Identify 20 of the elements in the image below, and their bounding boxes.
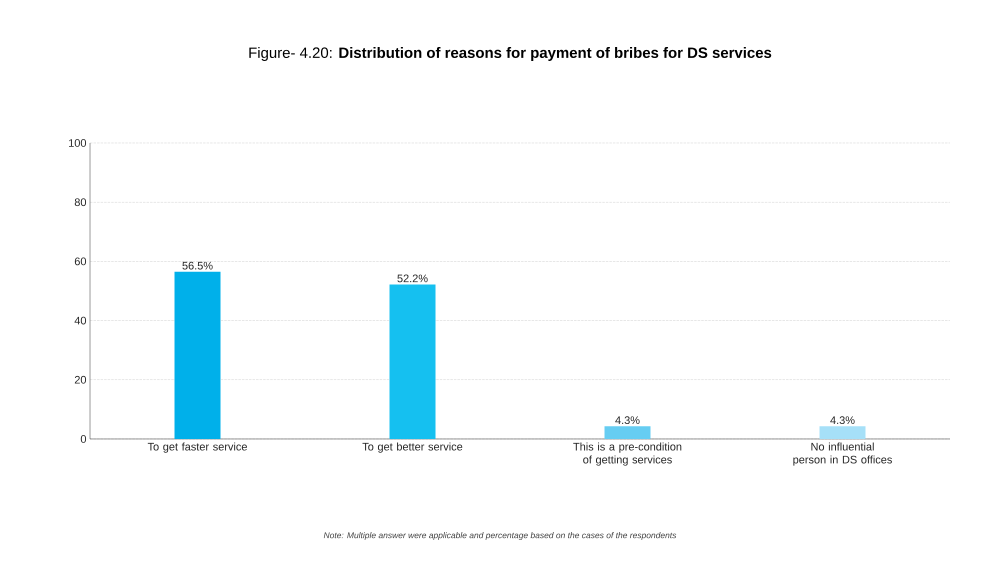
x-tick-label: To get faster service <box>148 442 247 453</box>
text: Note: Multiple answer were applicable and percentage based on the cases of the respondents <box>324 532 676 540</box>
x-tick-label: No influential person in DS offices <box>793 442 892 466</box>
y-tick-label: 80 <box>74 198 86 206</box>
x-tick-label: This is a pre-condition of getting services <box>573 442 682 466</box>
y-tick-label: 20 <box>74 376 86 384</box>
bar <box>174 272 221 439</box>
y-tick-label: 0 <box>80 435 86 443</box>
y-tick-label: 100 <box>69 139 86 147</box>
data-label: 4.3% <box>615 416 640 424</box>
y-tick-label: 60 <box>74 258 86 266</box>
chart-title: Figure- 4.20: Distribution of reasons for payment of bribes for DS services <box>249 47 772 61</box>
bar <box>820 426 866 439</box>
data-label: 52.2% <box>397 274 428 282</box>
data-label: 4.3% <box>830 416 855 424</box>
bar <box>390 284 436 439</box>
x-tick-label: To get better service <box>362 442 462 453</box>
y-tick-label: 40 <box>74 316 86 324</box>
data-label: 56.5% <box>182 262 213 270</box>
bar <box>604 426 651 439</box>
